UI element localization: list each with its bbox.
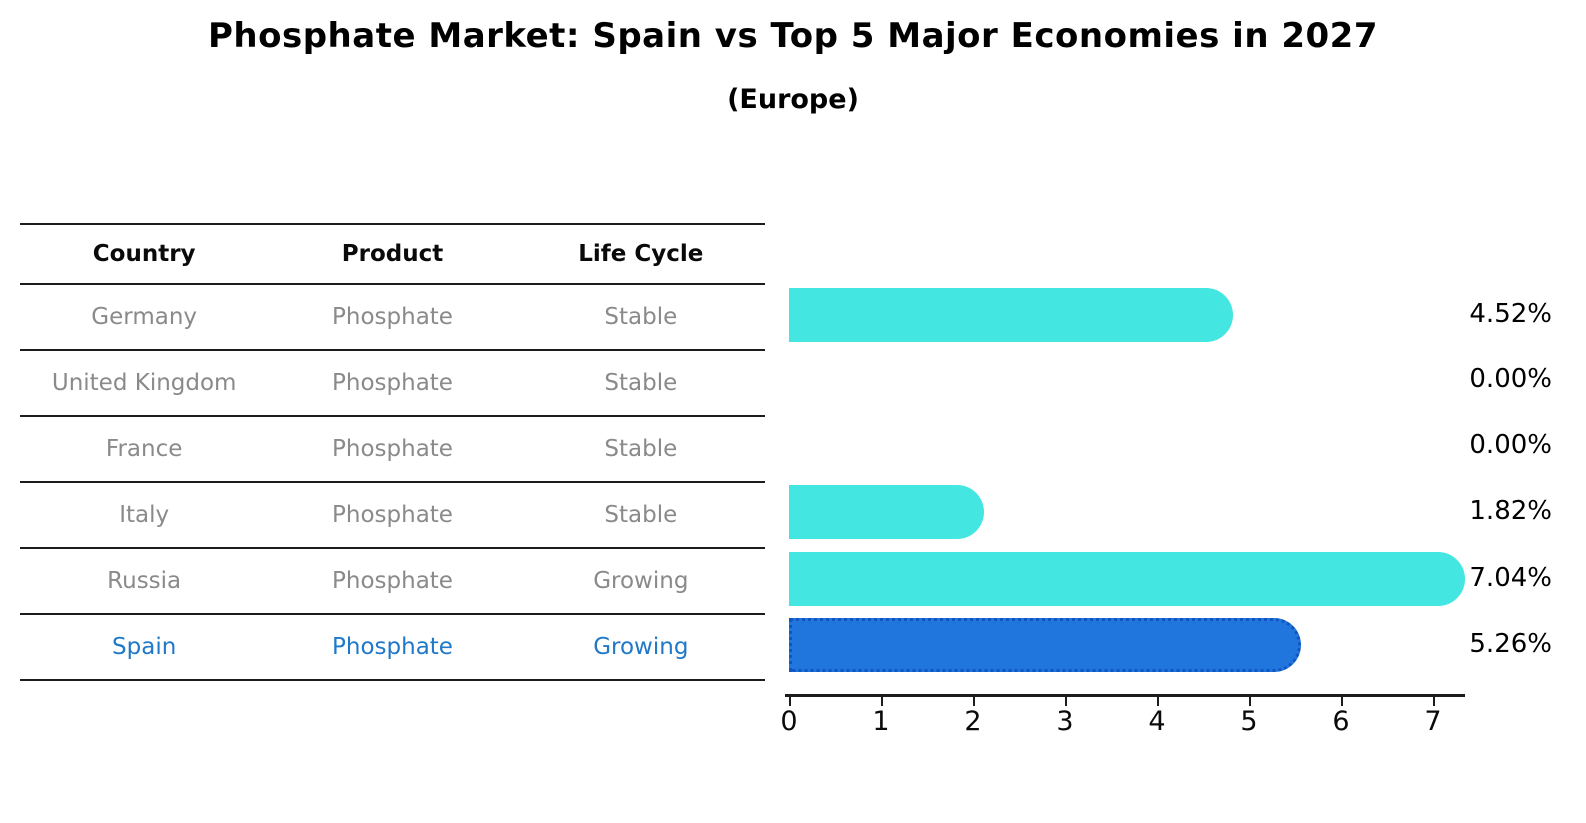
cell-country: Russia xyxy=(107,568,182,594)
column-header-country: Country xyxy=(92,241,196,267)
x-tick-label: 2 xyxy=(964,706,982,737)
table-row: United Kingdom Phosphate Stable xyxy=(20,349,765,415)
x-tick-mark xyxy=(1065,697,1067,706)
value-label: 0.00% xyxy=(1469,430,1552,460)
x-tick-label: 0 xyxy=(780,706,798,737)
chart-subtitle: (Europe) xyxy=(727,84,859,115)
country-table: Country Product Life Cycle Germany Phosph… xyxy=(20,223,765,681)
x-tick-mark xyxy=(1433,697,1435,706)
column-header-life-cycle: Life Cycle xyxy=(578,241,704,267)
bar-russia xyxy=(789,552,1465,606)
x-tick-label: 3 xyxy=(1056,706,1074,737)
cell-life-cycle: Growing xyxy=(593,568,689,594)
cell-country: Spain xyxy=(112,634,177,660)
cell-country: France xyxy=(105,436,183,462)
cell-country: Germany xyxy=(91,304,198,330)
bar-italy xyxy=(789,485,984,539)
cell-life-cycle: Stable xyxy=(604,436,678,462)
cell-life-cycle: Stable xyxy=(604,502,678,528)
x-axis-line xyxy=(785,694,1465,697)
bar-spain xyxy=(789,618,1301,672)
cell-product: Phosphate xyxy=(332,634,453,660)
cell-product: Phosphate xyxy=(332,502,453,528)
table-row: France Phosphate Stable xyxy=(20,415,765,481)
x-tick-mark xyxy=(1249,697,1251,706)
column-header-product: Product xyxy=(341,241,444,267)
table-rows: Germany Phosphate Stable United Kingdom Phos… xyxy=(20,283,765,681)
x-tick-label: 7 xyxy=(1424,706,1442,737)
bar-germany xyxy=(789,288,1233,342)
x-tick-mark xyxy=(1157,697,1159,706)
cell-country: Italy xyxy=(119,502,170,528)
x-tick-mark xyxy=(789,697,791,706)
table-row: Germany Phosphate Stable xyxy=(20,283,765,349)
cell-country: United Kingdom xyxy=(51,370,237,396)
x-tick-label: 1 xyxy=(872,706,890,737)
cell-product: Phosphate xyxy=(332,304,453,330)
x-tick-label: 5 xyxy=(1240,706,1258,737)
table-header-row: Country Product Life Cycle xyxy=(20,223,765,283)
x-tick-mark xyxy=(973,697,975,706)
x-tick-mark xyxy=(881,697,883,706)
x-tick-label: 6 xyxy=(1332,706,1350,737)
table-row: Spain Phosphate Growing xyxy=(20,613,765,681)
value-label: 7.04% xyxy=(1469,563,1552,593)
value-label: 5.26% xyxy=(1469,629,1552,659)
cell-product: Phosphate xyxy=(332,568,453,594)
chart-title: Phosphate Market: Spain vs Top 5 Major E… xyxy=(208,16,1378,56)
cell-product: Phosphate xyxy=(332,436,453,462)
cell-life-cycle: Stable xyxy=(604,304,678,330)
x-tick-mark xyxy=(1341,697,1343,706)
table-row: Russia Phosphate Growing xyxy=(20,547,765,613)
value-label: 4.52% xyxy=(1469,299,1552,329)
table-row: Italy Phosphate Stable xyxy=(20,481,765,547)
value-label: 0.00% xyxy=(1469,364,1552,394)
cell-life-cycle: Stable xyxy=(604,370,678,396)
cell-life-cycle: Growing xyxy=(593,634,689,660)
value-label: 1.82% xyxy=(1469,496,1552,526)
cell-product: Phosphate xyxy=(332,370,453,396)
x-tick-label: 4 xyxy=(1148,706,1166,737)
